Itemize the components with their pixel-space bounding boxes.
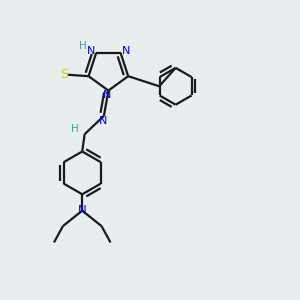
Text: N: N <box>122 46 130 56</box>
Text: H: H <box>79 41 87 51</box>
Text: H: H <box>71 124 79 134</box>
Text: N: N <box>78 204 87 217</box>
Text: N: N <box>99 116 107 126</box>
Text: N: N <box>87 46 95 56</box>
Text: N: N <box>103 90 111 100</box>
Text: S: S <box>60 68 68 81</box>
